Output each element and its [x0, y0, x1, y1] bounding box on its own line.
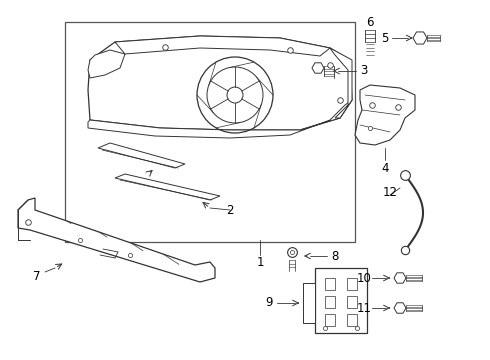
Text: 2: 2 [226, 203, 234, 216]
Polygon shape [312, 63, 324, 73]
Bar [347, 314, 357, 326]
Polygon shape [98, 143, 185, 168]
Text: 6: 6 [366, 15, 374, 28]
Polygon shape [115, 36, 330, 56]
Bar [315, 268, 367, 333]
Bar [347, 296, 357, 308]
Polygon shape [303, 283, 315, 323]
Bar [325, 314, 335, 326]
Bar [325, 296, 335, 308]
Bar [325, 278, 335, 290]
Text: 9: 9 [265, 297, 273, 310]
Bar [65, 22, 355, 242]
Text: 8: 8 [331, 249, 339, 262]
Text: 10: 10 [357, 271, 371, 284]
Text: 7: 7 [33, 270, 41, 283]
Bar [347, 278, 357, 290]
Polygon shape [355, 85, 415, 145]
Text: 12: 12 [383, 185, 397, 198]
Text: 1: 1 [256, 256, 264, 270]
Text: 4: 4 [381, 162, 389, 175]
Polygon shape [88, 36, 352, 130]
Polygon shape [88, 50, 125, 78]
Polygon shape [394, 273, 406, 283]
Polygon shape [115, 174, 220, 200]
Polygon shape [394, 303, 406, 313]
Polygon shape [88, 100, 352, 138]
Text: 3: 3 [360, 63, 368, 77]
Polygon shape [413, 32, 427, 44]
Text: 5: 5 [381, 31, 389, 45]
Polygon shape [18, 198, 215, 282]
Polygon shape [330, 48, 352, 118]
Text: 11: 11 [357, 302, 371, 315]
